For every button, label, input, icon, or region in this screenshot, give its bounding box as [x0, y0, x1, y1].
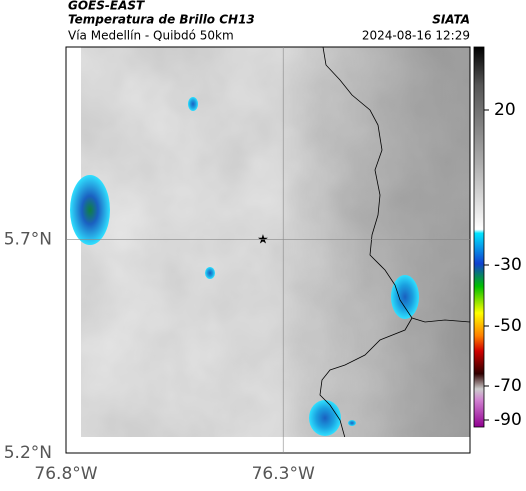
x-tick-label: 76.8°W	[34, 464, 97, 484]
datetime: 2024-08-16 12:29	[362, 29, 470, 43]
satellite-image	[70, 46, 471, 439]
map-frame	[65, 46, 471, 454]
storm-cell	[309, 400, 341, 436]
header: GOES-EAST Temperatura de Brillo CH13 SIA…	[68, 0, 470, 43]
storm-cell	[348, 420, 356, 426]
colorbar-tick-label: -70	[494, 376, 522, 396]
dark-region	[280, 47, 470, 438]
storm-cell	[188, 97, 198, 111]
location-star: ★	[257, 233, 269, 248]
colorbar	[473, 46, 485, 428]
storm-cell	[70, 175, 110, 245]
colorbar-tick-label: -50	[494, 316, 522, 336]
y-tick-label: 5.7°N	[4, 229, 52, 249]
colorbar-tick-label: -30	[494, 255, 522, 275]
org: SIATA	[432, 13, 470, 27]
route: Vía Medellín - Quibdó 50km	[68, 29, 234, 43]
border	[319, 317, 413, 439]
source: GOES-EAST	[68, 0, 145, 13]
colorbar-tick-label: -90	[494, 410, 522, 430]
colorbar-tick-label: 20	[494, 100, 516, 120]
storm-cell	[205, 267, 215, 279]
title: Temperatura de Brillo CH13	[68, 13, 255, 27]
x-tick-label: 76.3°W	[252, 464, 315, 484]
storm-cell	[391, 275, 419, 319]
y-tick-label: 5.2°N	[4, 443, 52, 463]
